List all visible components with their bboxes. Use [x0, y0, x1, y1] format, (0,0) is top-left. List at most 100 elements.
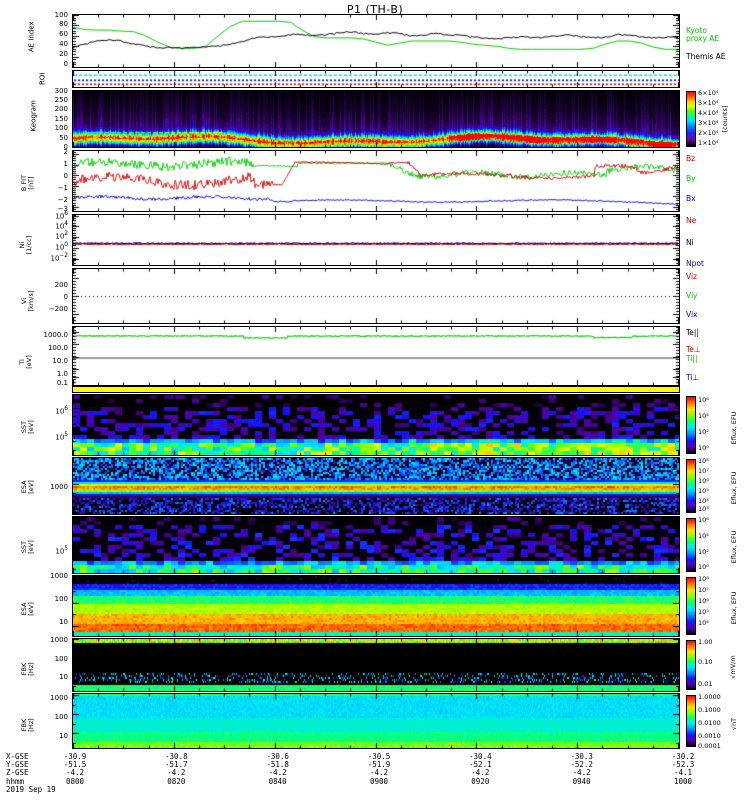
footer-value-y-gse-4: -52.1: [469, 760, 492, 770]
cblabel-ssti-1e0: 10⁰: [698, 563, 709, 571]
footer-row-label-z-gse: Z-GSE: [6, 768, 29, 778]
footer-row-label-x-gse: X-GSE: [6, 752, 29, 761]
cblabel-esai-1e4: 10⁴: [698, 619, 709, 627]
footer-value-hhmm-6: 1000: [673, 776, 693, 786]
colorbar-unit-fbk-efield: √mV/m: [729, 655, 737, 679]
cblabel-keo-1e4: 1×10⁴: [698, 139, 719, 147]
cblabel-keo-4e4: 4×10⁴: [698, 109, 719, 117]
panel-ni-density: [72, 214, 680, 266]
colorbar-keogram: [686, 91, 696, 147]
axis-label-ni: Ni [1/cc]: [18, 235, 33, 255]
footer-value-hhmm-1: 0820: [167, 776, 186, 786]
cblabel-fbke-1: 1.00: [698, 638, 713, 646]
ytick-vi-200: 200: [54, 281, 68, 289]
legend-viy: Viy: [686, 291, 698, 300]
axis-label-esa-ion: ESA [eV]: [20, 602, 35, 616]
cblabel-ssti-1e2: 10²: [698, 548, 709, 556]
axis-label-fbk-bfield: FBK [Hz]: [20, 718, 35, 732]
legend-npot: Npot: [686, 259, 704, 268]
ytick-ae-60: 60: [59, 30, 68, 38]
ytick-esai-100: 100: [54, 595, 68, 603]
colorbar-fbk-efield: [686, 640, 696, 690]
footer-value-z-gse-6: -4.1: [673, 768, 693, 778]
cblabel-ssti-1e6: 10⁶: [698, 516, 709, 524]
ytick-bfit-m3: −3: [57, 205, 68, 213]
panel-sst-electron-spectrogram: [72, 394, 680, 456]
axis-label-fbk-efield: FBK [Hz]: [20, 662, 35, 676]
ytick-ni-1e2: 102: [55, 231, 68, 241]
ytick-fbke-100: 100: [54, 655, 68, 663]
axis-label-vi: Vi [km/s]: [20, 290, 35, 312]
footer-value-x-gse-3: -30.5: [367, 752, 391, 761]
colorbar-esa-electron: [686, 459, 696, 513]
ytick-ni-1em2: 10−2: [50, 253, 68, 263]
ytick-ae-40: 40: [59, 40, 68, 48]
ytick-ti-01: 0.1: [56, 379, 68, 387]
axis-label-b-fit: B FIT [nT]: [20, 174, 35, 192]
ytick-ti-10: 10.0: [52, 357, 68, 365]
cblabel-fbkb-00100: 0.0100: [698, 719, 721, 727]
legend-bx: Bx: [686, 194, 696, 203]
ytick-keo-200: 200: [54, 105, 68, 113]
footer-value-z-gse-5: -4.2: [572, 768, 591, 778]
axis-label-sst-ion: SST [eV]: [20, 540, 35, 554]
panel-fbk-efield: [72, 638, 680, 692]
ytick-fbkb-10: 10: [59, 732, 68, 740]
legend-ti-para: Ti||: [686, 354, 698, 363]
ytick-fbkb-100: 100: [54, 713, 68, 721]
legend-te-para: Te||: [686, 328, 699, 337]
footer-value-hhmm-5: 0940: [572, 776, 591, 786]
cblabel-fbkb-00001: 0.0001: [698, 742, 721, 750]
footer-value-y-gse-2: -51.8: [266, 760, 289, 770]
ytick-ni-1e6: 106: [55, 211, 68, 221]
ytick-keo-50: 50: [59, 134, 68, 142]
ytick-keo-100: 100: [54, 124, 68, 132]
ytick-keo-250: 250: [54, 96, 68, 104]
colorbar-unit-esa-electron: Eflux, EFU: [730, 471, 738, 505]
cblabel-sste-1e0: 10⁰: [698, 444, 709, 452]
cblabel-keo-5e4: 5×10⁴: [698, 99, 719, 107]
ytick-ni-1e0: 100: [55, 242, 68, 252]
ytick-sste-1e6: 106: [55, 406, 68, 416]
colorbar-unit-fbk-bfield: √nT: [730, 717, 738, 731]
ytick-keo-150: 150: [54, 115, 68, 123]
ytick-fbke-10: 10: [59, 673, 68, 681]
footer-value-z-gse-3: -4.2: [369, 768, 389, 778]
cblabel-keo-2e4: 2×10⁴: [698, 129, 719, 137]
ytick-ae-20: 20: [59, 50, 68, 58]
panel-esa-electron-spectrogram: [72, 457, 680, 515]
cblabel-esai-1e5: 10⁵: [698, 608, 709, 616]
legend-ti-perp: Ti⊥: [686, 373, 699, 382]
panel-keogram: [72, 90, 680, 148]
legend-kyoto-proxy-ae: Kyoto proxy AE: [686, 26, 720, 43]
legend-ni: Ni: [686, 238, 694, 247]
ytick-bfit-1: 1: [63, 160, 68, 168]
cblabel-esae-1e8: 10⁸: [698, 457, 709, 465]
footer-value-y-gse-6: -52.3: [671, 760, 695, 770]
cblabel-esae-1e7: 10⁷: [698, 467, 709, 475]
colorbar-esa-ion: [686, 577, 696, 635]
footer-value-y-gse-1: -51.7: [165, 760, 188, 770]
cblabel-esae-1e6: 10⁶: [698, 477, 709, 485]
panel-ti-temperature: [72, 326, 680, 386]
ytick-bfit-0: 0: [63, 172, 68, 180]
cblabel-fbkb-01000: 0.1000: [698, 706, 721, 714]
cblabel-fbkb-00010: 0.0010: [698, 732, 721, 740]
legend-viz: Viz: [686, 272, 697, 281]
page-title: P1 (TH-B): [346, 3, 404, 16]
ytick-sste-1e5: 105: [55, 432, 68, 442]
ytick-bfit-2: 2: [63, 148, 68, 156]
colorbar-unit-sst-electron: Eflux, EFU: [730, 411, 738, 445]
ytick-ti-100: 100.0: [47, 344, 68, 352]
ytick-esae-1000: 1000: [50, 483, 68, 491]
panel-sst-ion-spectrogram: [72, 516, 680, 574]
footer-value-z-gse-4: -4.2: [471, 768, 490, 778]
footer-value-hhmm-2: 0840: [268, 776, 287, 786]
legend-themis-ae: Themis AE: [686, 52, 726, 61]
panel-roi: [72, 70, 680, 88]
footer-value-x-gse-5: -30.3: [570, 752, 593, 761]
footer-value-x-gse-4: -30.4: [469, 752, 492, 761]
panel-esa-ion-spectrogram: [72, 575, 680, 637]
ytick-keo-300: 300: [54, 87, 68, 95]
colorbar-fbk-bfield: [686, 695, 696, 747]
